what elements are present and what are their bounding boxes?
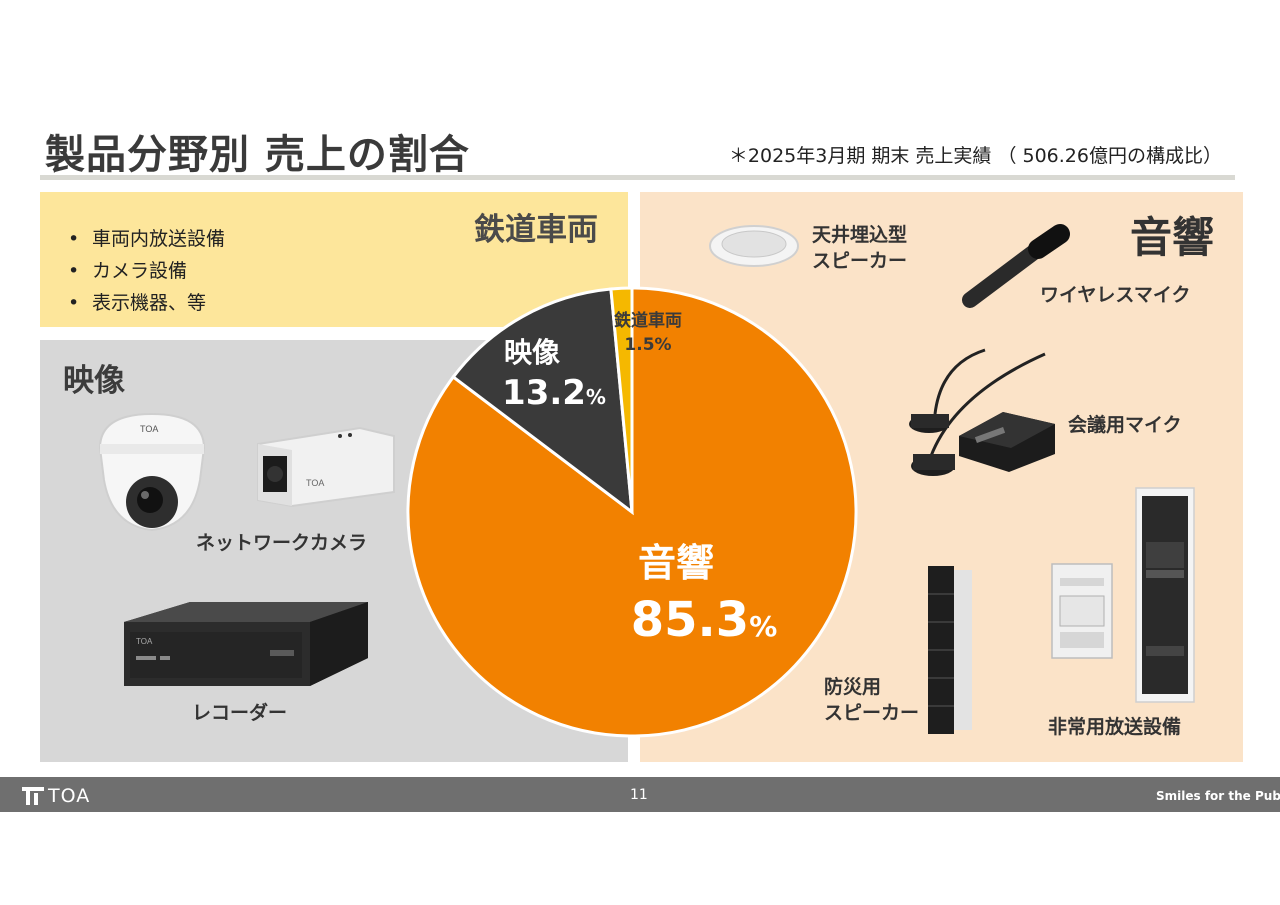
disaster-speaker-label-line2: スピーカー: [824, 702, 920, 724]
svg-text:TOA: TOA: [306, 478, 324, 488]
disaster-speaker-image: [928, 566, 972, 734]
rail-slice-value: 1.5%: [624, 335, 671, 355]
audio-slice-value-group: 85.3%: [631, 592, 778, 648]
recorder-label: レコーダー: [192, 702, 288, 724]
box-camera-image: TOA: [257, 426, 395, 508]
video-slice-name: 映像: [504, 336, 561, 369]
footer-tagline: Smiles for the Public: [1156, 789, 1280, 803]
footer-bar: [0, 777, 1280, 812]
audio-slice-name: 音響: [638, 541, 714, 585]
rail-bullet-item: 表示機器、等: [68, 287, 225, 319]
page-number: 11: [630, 787, 648, 803]
recorder-image: TOA: [124, 602, 368, 686]
sales-note: ＊2025年3月期 期末 売上実績 （ 506.26億円の構成比）: [728, 145, 1222, 167]
svg-text:TOA: TOA: [136, 637, 153, 646]
emergency-broadcast-label: 非常用放送設備: [1048, 716, 1182, 738]
rail-bullet-item: カメラ設備: [68, 255, 225, 287]
toa-logo-icon: [22, 787, 44, 805]
dome-camera-image: TOA: [98, 412, 206, 532]
conference-mic-label: 会議用マイク: [1068, 414, 1182, 436]
emergency-broadcast-image: [1051, 487, 1195, 703]
pie-slice-rail: [609, 286, 634, 513]
video-slice-value: 13.2: [502, 373, 586, 413]
network-camera-label: ネットワークカメラ: [196, 532, 368, 554]
rail-heading: 鉄道車両: [474, 212, 598, 248]
sales-share-pie-chart: 音響 85.3% 映像 13.2% 鉄道車両 1.5%: [406, 286, 858, 738]
ceiling-speaker-image: [709, 225, 799, 267]
rail-slice-name: 鉄道車両: [614, 310, 682, 331]
video-heading: 映像: [63, 363, 125, 399]
audio-heading: 音響: [1130, 213, 1215, 262]
video-slice-value-group: 13.2%: [502, 373, 606, 413]
rail-bullet-item: 車両内放送設備: [68, 223, 225, 255]
audio-slice-value: 85.3: [631, 592, 749, 648]
page-title: 製品分野別 売上の割合: [45, 132, 470, 178]
toa-logo-text: TOA: [48, 785, 91, 807]
ceiling-speaker-label-line1: 天井埋込型: [812, 224, 908, 246]
disaster-speaker-label: 防災用 スピーカー: [824, 674, 919, 726]
toa-logo: TOA: [22, 785, 90, 807]
conference-mic-image: [909, 348, 1055, 476]
audio-slice-percent: %: [749, 610, 777, 643]
pie-slice-video: [451, 287, 634, 516]
ceiling-speaker-label-line2: スピーカー: [812, 250, 908, 272]
wireless-mic-image: [962, 224, 1070, 308]
svg-text:TOA: TOA: [140, 424, 158, 434]
pie-slices: [406, 286, 858, 738]
title-divider: [40, 175, 1235, 180]
video-slice-percent: %: [586, 385, 606, 409]
rail-bullet-list: 車両内放送設備 カメラ設備 表示機器、等: [68, 223, 225, 319]
ceiling-speaker-label: 天井埋込型 スピーカー: [812, 222, 907, 274]
disaster-speaker-label-line1: 防災用: [824, 676, 882, 698]
wireless-mic-label: ワイヤレスマイク: [1040, 284, 1191, 306]
